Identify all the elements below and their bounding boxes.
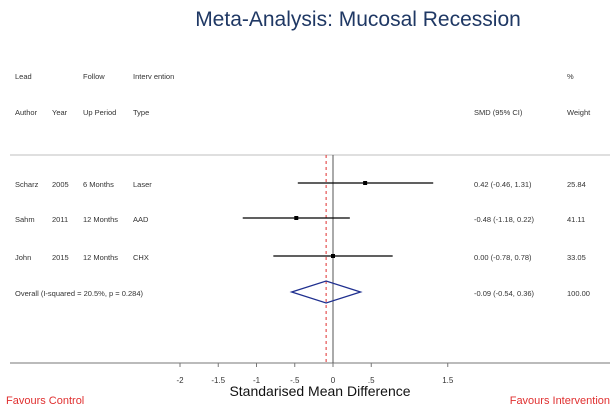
- x-tick-label: -.5: [290, 376, 300, 385]
- x-tick-label: .5: [368, 376, 375, 385]
- study-ci: 0.42 (-0.46, 1.31): [474, 180, 532, 189]
- study-type: AAD: [133, 215, 149, 224]
- x-tick-label: -1: [253, 376, 261, 385]
- study-year: 2011: [52, 215, 69, 224]
- header-follow: Follow: [83, 72, 105, 81]
- x-tick-label: -1.5: [211, 376, 225, 385]
- header-smd: SMD (95% CI): [474, 108, 523, 117]
- study-period: 12 Months: [83, 215, 119, 224]
- overall-label: Overall (I-squared = 20.5%, p = 0.284): [15, 289, 143, 298]
- x-tick-label: 1.5: [442, 376, 454, 385]
- study-period: 6 Months: [83, 180, 114, 189]
- favours-control-label: Favours Control: [6, 395, 85, 407]
- chart-title: Meta-Analysis: Mucosal Recession: [195, 8, 521, 31]
- x-axis-label: Standarised Mean Difference: [229, 383, 411, 399]
- study-weight: 41.11: [567, 215, 586, 224]
- study-point: [294, 216, 299, 220]
- study-ci: -0.48 (-1.18, 0.22): [474, 215, 535, 224]
- overall-weight: 100.00: [567, 289, 590, 298]
- header-percent: %: [567, 72, 574, 81]
- study-weight: 25.84: [567, 180, 586, 189]
- study-point: [363, 181, 368, 185]
- header-type: Type: [133, 108, 150, 117]
- study-period: 12 Months: [83, 253, 119, 262]
- favours-intervention-label: Favours Intervention: [509, 395, 610, 407]
- study-point: [331, 254, 335, 258]
- overall-ci: -0.09 (-0.54, 0.36): [474, 289, 535, 298]
- study-year: 2015: [52, 253, 69, 262]
- study-type: Laser: [133, 180, 152, 189]
- x-tick-label: -2: [176, 376, 184, 385]
- study-author: Scharz: [15, 180, 39, 189]
- header-intervention: Interv ention: [133, 72, 175, 81]
- overall-diamond: [289, 280, 363, 304]
- study-author: John: [15, 253, 32, 262]
- x-tick-label: 0: [331, 376, 336, 385]
- header-year: Year: [52, 108, 68, 117]
- study-ci: 0.00 (-0.78, 0.78): [474, 253, 532, 262]
- study-type: CHX: [133, 253, 149, 262]
- header-author: Author: [15, 108, 38, 117]
- study-year: 2005: [52, 180, 69, 189]
- study-weight: 33.05: [567, 253, 586, 262]
- header-lead: Lead: [15, 72, 32, 81]
- header-weight: Weight: [567, 108, 591, 117]
- header-period: Up Period: [83, 108, 117, 117]
- study-author: Sahm: [15, 215, 35, 224]
